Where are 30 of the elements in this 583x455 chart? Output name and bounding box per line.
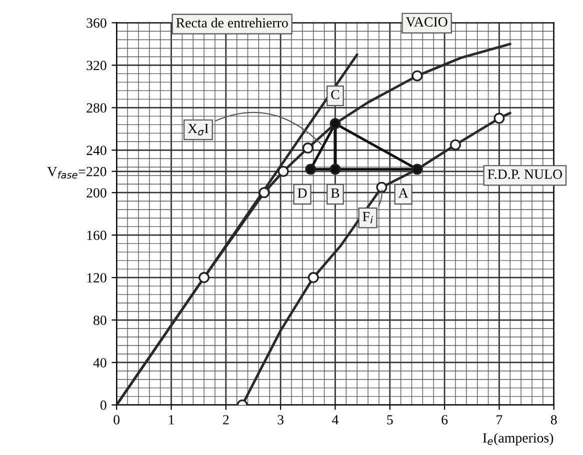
x-tick-label: 7 xyxy=(496,415,502,424)
annotation: C xyxy=(331,90,340,100)
y-tick-label: 0 xyxy=(100,400,106,410)
x-tick-label: 2 xyxy=(223,415,229,424)
y-tick-label: 40 xyxy=(93,358,106,368)
annotation: A xyxy=(398,188,408,198)
x-tick-label: 4 xyxy=(332,415,338,424)
y-tick-label: 360 xyxy=(86,18,106,28)
annotation: F$_{i}$ xyxy=(362,212,373,224)
x-tick-label: 6 xyxy=(442,415,448,424)
text: F.D.P. NULO xyxy=(488,170,562,179)
y-tick-label: 240 xyxy=(86,146,106,156)
annotation: B xyxy=(330,188,340,198)
x-tick-label: 8 xyxy=(550,415,557,424)
annotation: D xyxy=(298,188,307,198)
text: Recta de entrehierro xyxy=(176,18,288,28)
x-axis-title: I$_{e}$(amperios) xyxy=(482,432,554,446)
y-tick-label: V$_{fase}$=220 xyxy=(47,166,106,179)
y-tick-label: 320 xyxy=(86,60,106,70)
y-tick-label: 280 xyxy=(86,103,106,113)
x-tick-label: 3 xyxy=(278,415,284,424)
x-tick-label: 1 xyxy=(169,415,174,424)
annotation: X$_{σ}$I xyxy=(188,124,208,136)
x-tick-label: 0 xyxy=(114,415,120,424)
y-tick-label: 80 xyxy=(94,316,106,325)
y-tick-label: 160 xyxy=(87,230,106,240)
y-tick-label: 120 xyxy=(87,273,106,283)
text: VACIO xyxy=(406,17,448,27)
y-tick-label: 200 xyxy=(86,188,106,198)
x-tick-label: 5 xyxy=(387,415,393,424)
